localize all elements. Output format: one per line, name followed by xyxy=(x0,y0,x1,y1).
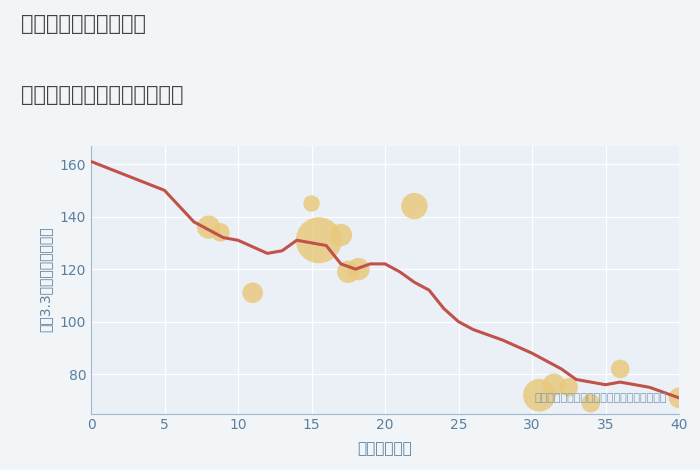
Point xyxy=(549,381,560,389)
Point xyxy=(203,223,214,231)
Point xyxy=(585,400,596,407)
Point xyxy=(314,236,325,244)
Point xyxy=(343,268,354,275)
Text: 築年数別中古マンション価格: 築年数別中古マンション価格 xyxy=(21,85,183,105)
Point xyxy=(335,231,346,239)
Text: 兵庫県西宮市高畑町の: 兵庫県西宮市高畑町の xyxy=(21,14,146,34)
Y-axis label: 坪（3.3㎡）単価（万円）: 坪（3.3㎡）単価（万円） xyxy=(38,227,52,332)
Point xyxy=(215,228,226,236)
X-axis label: 築年数（年）: 築年数（年） xyxy=(358,441,412,456)
Point xyxy=(615,365,626,373)
Point xyxy=(306,200,317,207)
Point xyxy=(247,289,258,297)
Point xyxy=(563,384,574,391)
Point xyxy=(353,266,364,273)
Point xyxy=(409,203,420,210)
Point xyxy=(534,392,545,399)
Point xyxy=(673,394,685,401)
Text: 円の大きさは、取引のあった物件面積を示す: 円の大きさは、取引のあった物件面積を示す xyxy=(535,393,667,403)
